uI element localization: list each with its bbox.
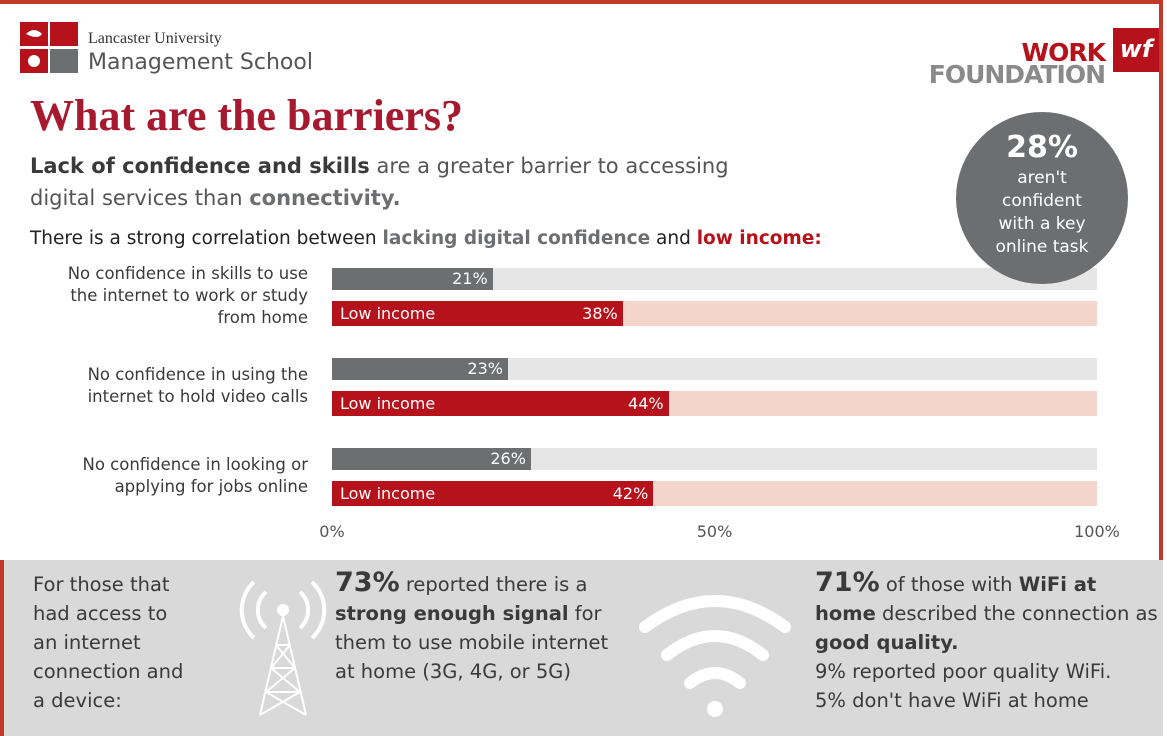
- signal-bold: strong enough signal: [335, 602, 569, 625]
- school-name: Management School: [88, 50, 313, 75]
- footer-panel: [0, 560, 1163, 736]
- tower-icon: [239, 580, 327, 716]
- category-label: No confidence in using the internet to h…: [87, 365, 308, 406]
- wifi-bold: good quality.: [815, 631, 959, 654]
- value-label: 44%: [628, 393, 664, 413]
- bar: [332, 358, 508, 380]
- correlation: There is a strong correlation between la…: [30, 228, 822, 249]
- subtitle-bold: connectivity.: [249, 186, 401, 210]
- partner-badge: wf: [1113, 28, 1159, 72]
- footer-signal: 73% reported there is a strong enough si…: [335, 568, 625, 686]
- correlation-bold: low income:: [696, 228, 822, 249]
- wifi-text: of those with: [879, 573, 1019, 596]
- bar-track: [332, 268, 1097, 290]
- title: What are the barriers?: [30, 91, 463, 140]
- callout-text: aren't confident with a key online task: [995, 168, 1089, 257]
- bar: [332, 268, 493, 290]
- subtitle-text: are a greater barrier to accessing digit…: [30, 154, 729, 210]
- callout: 28% aren't confident with a key online t…: [956, 112, 1128, 284]
- signal-text: for them to use mobile internet at home …: [335, 602, 609, 683]
- subtitle: Lack of confidence and skills are a grea…: [30, 150, 790, 214]
- bar: [332, 301, 623, 326]
- wifi-figure: 71%: [815, 567, 880, 598]
- x-tick-label: 50%: [696, 522, 733, 541]
- value-label: 21%: [452, 269, 488, 288]
- x-tick-label: 100%: [1074, 522, 1120, 541]
- bar: [332, 481, 654, 506]
- partner-bottom: FOUNDATION: [928, 60, 1106, 89]
- series-label: Low income: [340, 303, 436, 323]
- category-label: No confidence in looking or applying for…: [82, 455, 308, 496]
- value-label: 38%: [582, 303, 618, 323]
- value-label: 26%: [490, 449, 526, 468]
- bar: [332, 448, 531, 470]
- x-tick-label: 0%: [319, 522, 345, 541]
- bar: [332, 391, 669, 416]
- value-label: 42%: [612, 483, 649, 503]
- university-crest: [20, 22, 78, 73]
- series-label: Low income: [340, 483, 436, 503]
- series-label: Low income: [340, 393, 436, 413]
- wifi-none: 5% don't have WiFi at home: [815, 689, 1089, 712]
- partner-top: WORK: [1021, 38, 1106, 67]
- university-name: Lancaster University: [88, 30, 222, 47]
- value-label: 23%: [467, 359, 503, 378]
- correlation-text: There is a strong correlation between: [30, 228, 383, 249]
- wifi-bold: WiFi at home: [815, 573, 1097, 625]
- footer-intro: For those that had access to an internet…: [33, 573, 184, 712]
- correlation-text: and: [650, 228, 697, 249]
- wifi-icon: [639, 595, 791, 717]
- bar-track: [332, 358, 1097, 380]
- subtitle-bold: Lack of confidence and skills: [30, 154, 370, 178]
- wifi-poor: 9% reported poor quality WiFi.: [815, 660, 1112, 683]
- wifi-text: described the connection as: [875, 602, 1158, 625]
- signal-figure: 73%: [335, 567, 400, 598]
- callout-figure: 28%: [1006, 130, 1078, 165]
- bar-chart: No confidence in skills to use the inter…: [67, 264, 1120, 541]
- correlation-bold: lacking digital confidence: [382, 228, 651, 249]
- signal-text: reported there is a: [399, 573, 588, 596]
- category-label: No confidence in skills to use the inter…: [67, 264, 308, 327]
- footer-wifi: 71% of those with WiFi at home described…: [815, 568, 1160, 715]
